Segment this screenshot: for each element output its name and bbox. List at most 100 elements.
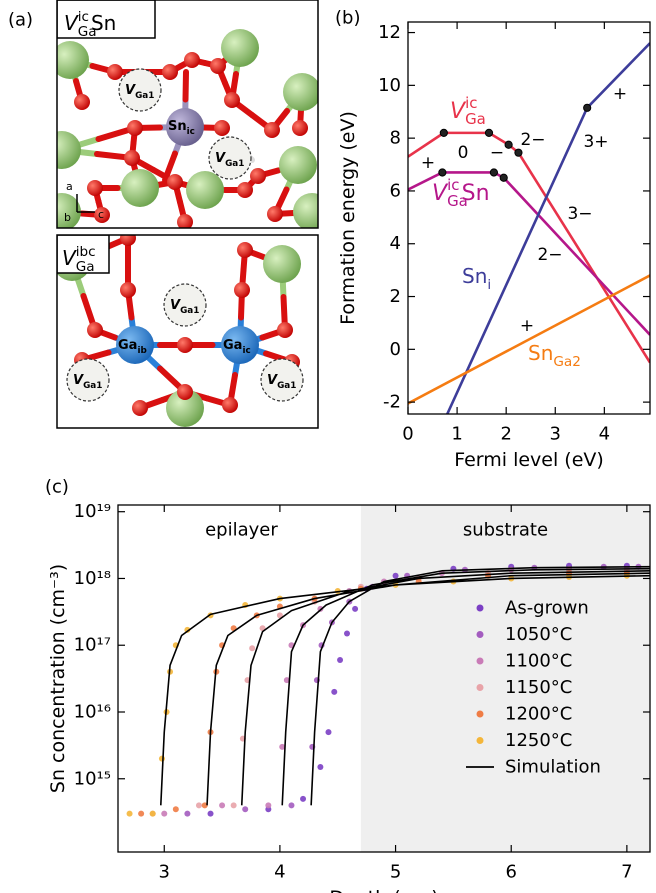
series-label-after: Sn — [462, 181, 490, 206]
y-tick-label: 10¹⁷ — [74, 635, 111, 656]
vacancy-label-sub: Ga1 — [83, 381, 102, 391]
o-atom — [162, 64, 178, 80]
structure-title-sup: ic — [78, 9, 89, 25]
panel-label: (a) — [8, 10, 33, 31]
o-atom — [267, 206, 283, 222]
atom-label-sub: ic — [187, 127, 195, 137]
axis-letter: a — [66, 180, 73, 193]
legend-marker — [477, 684, 484, 691]
data-point — [150, 811, 156, 817]
y-tick-label: -2 — [383, 392, 401, 413]
charge-annotation: 2− — [520, 130, 545, 150]
o-atom — [222, 397, 238, 413]
o-atom — [234, 282, 250, 298]
o-atom — [87, 180, 103, 196]
y-tick-label: 4 — [390, 233, 401, 254]
x-tick-label: 1 — [451, 424, 462, 445]
ga-atom — [43, 131, 81, 169]
data-point — [242, 806, 248, 812]
structure-top: SnicVGa1VGa1VGaicSnabc — [43, 0, 331, 231]
axis-letter: c — [98, 208, 104, 221]
data-point — [173, 806, 179, 812]
legend-label: 1250°C — [505, 730, 572, 751]
ga-atom — [293, 193, 331, 231]
o-atom — [214, 120, 230, 136]
o-atom — [264, 122, 280, 138]
y-tick-label: 0 — [390, 339, 401, 360]
o-atom — [107, 64, 123, 80]
structure-title-sup: ibc — [76, 244, 96, 260]
y-tick-label: 8 — [390, 128, 401, 149]
atom-label-sub: ib — [137, 346, 146, 356]
data-point — [196, 802, 202, 808]
data-point — [249, 645, 255, 651]
data-point — [337, 657, 343, 663]
o-atom — [127, 120, 143, 136]
data-point — [138, 811, 144, 817]
y-axis-title: Sn concentration (cm⁻³) — [47, 564, 69, 793]
charge-annotation: 3− — [567, 204, 592, 224]
data-line — [408, 275, 650, 403]
x-tick-label: 4 — [599, 424, 610, 445]
o-atom — [124, 150, 140, 166]
o-atom — [292, 120, 308, 136]
vacancy-label-sub: Ga1 — [180, 306, 199, 316]
legend-label: 1200°C — [505, 704, 572, 725]
ga-atom — [186, 171, 224, 209]
o-atom — [177, 337, 193, 353]
series-label: VGaicSn — [432, 176, 490, 210]
data-point — [393, 573, 399, 579]
axis-letter: b — [64, 211, 71, 224]
x-tick-label: 6 — [505, 862, 516, 883]
series-label: Sni — [462, 264, 491, 293]
transition-point — [515, 149, 522, 156]
legend-label: 1050°C — [505, 624, 572, 645]
x-axis-title: Fermi level (eV) — [454, 449, 604, 471]
atom-label-main: Ga — [118, 338, 137, 353]
y-tick-label: 6 — [390, 180, 401, 201]
o-atom — [74, 94, 90, 110]
transition-point — [505, 141, 512, 148]
o-atom — [177, 384, 193, 400]
region-label: epilayer — [205, 520, 278, 541]
charge-annotation: 0 — [458, 143, 469, 163]
x-tick-label: 4 — [274, 862, 285, 883]
o-atom — [167, 174, 183, 190]
ga-atom — [263, 245, 301, 283]
o-atom — [277, 322, 293, 338]
series-label-sup: ic — [465, 94, 477, 112]
vacancy-label-sub: Ga1 — [135, 91, 154, 101]
data-point — [127, 811, 133, 817]
series-label-main: Sn — [528, 341, 553, 365]
transition-point — [439, 169, 446, 176]
legend-marker — [477, 631, 484, 638]
panel-label: (b) — [335, 8, 360, 29]
transition-point — [500, 174, 507, 181]
legend-label: As-grown — [505, 598, 589, 619]
structure-title-sub: Ga — [76, 259, 95, 275]
figure: (a)SnicVGa1VGa1VGaicSnabcGaibGaicVGa1VGa… — [0, 0, 656, 893]
legend-label: Simulation — [505, 757, 601, 778]
y-tick-label: 2 — [390, 286, 401, 307]
y-tick-label: 10¹⁶ — [74, 701, 111, 722]
ga-atom — [121, 169, 159, 207]
series-label: SnGa2 — [528, 341, 581, 370]
x-tick-label: 2 — [500, 424, 511, 445]
panel-label: (c) — [45, 477, 69, 498]
x-tick-label: 0 — [402, 424, 413, 445]
ga-atom — [43, 193, 81, 231]
o-atom — [250, 168, 266, 184]
series-label-sub: i — [487, 277, 491, 293]
data-point — [325, 729, 331, 735]
o-atom — [120, 282, 136, 298]
bond — [186, 72, 187, 100]
charge-annotation: 2− — [537, 245, 562, 265]
o-atom — [120, 230, 136, 246]
ga-atom — [283, 73, 321, 111]
vacancy-label-sub: Ga1 — [225, 159, 244, 169]
charge-annotation: − — [490, 143, 504, 163]
x-tick-label: 3 — [550, 424, 561, 445]
o-atom — [87, 322, 103, 338]
legend-label: 1100°C — [505, 651, 572, 672]
